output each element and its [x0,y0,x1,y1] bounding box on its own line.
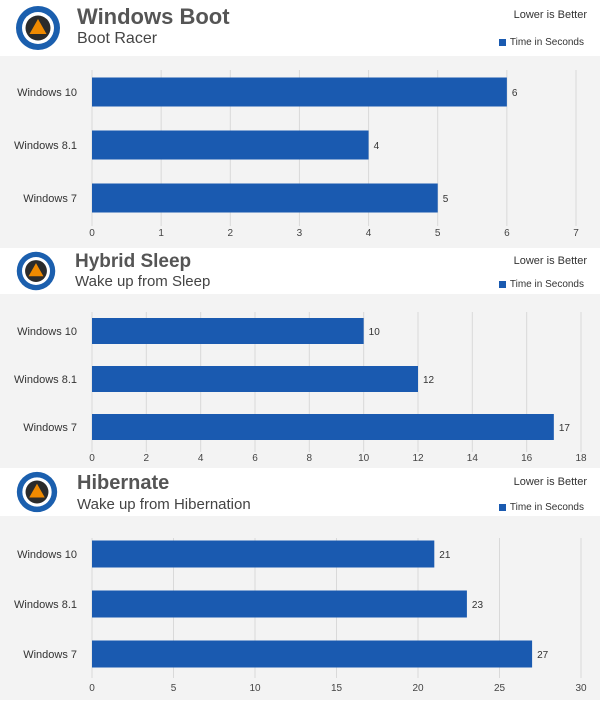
bar [92,130,369,160]
bar-chart: 0 2 4 6 8 10 12 14 16 18 Windows 10 10 Windows 8.1 12… [14,312,587,464]
chart-title: Hybrid Sleep [75,251,192,272]
bar [92,590,467,618]
chart-panel-hibernate: Hibernate Wake up from Hibernation Lower… [0,468,600,700]
x-tick-label: 0 [89,228,95,239]
x-tick-label: 12 [412,453,424,464]
x-tick-label: 5 [171,683,177,694]
bar [92,640,533,668]
plot-area: 0 2 4 6 8 10 12 14 16 18 Windows 10 10 Windows 8.1 12… [0,294,600,468]
data-label: 21 [439,550,451,561]
x-tick-label: 30 [575,683,587,694]
chart-subtitle: Wake up from Hibernation [77,496,251,513]
x-tick-label: 8 [307,453,313,464]
bar [92,318,364,344]
chart-header: Windows Boot Boot Racer Lower is Better … [0,0,600,56]
data-label: 5 [443,194,449,205]
bar [92,540,435,568]
x-tick-label: 6 [504,228,510,239]
category-label: Windows 10 [17,326,77,338]
x-tick-label: 16 [521,453,533,464]
x-tick-label: 7 [573,228,579,239]
x-tick-label: 4 [198,453,204,464]
bar [92,183,438,213]
x-tick-label: 10 [249,683,261,694]
data-label: 17 [559,423,571,434]
data-label: 23 [472,600,484,611]
data-label: 4 [374,141,380,152]
lower-is-better-note: Lower is Better [513,476,587,488]
x-tick-label: 1 [158,228,164,239]
chart-title: Windows Boot [77,4,230,29]
legend-swatch [498,504,506,511]
category-label: Windows 10 [17,549,77,561]
legend-swatch [498,281,506,288]
plot-area: 0 5 10 15 20 25 30 Windows 10 21 Windows 8.1 23 Win… [0,516,600,700]
category-label: Windows 8.1 [14,374,77,386]
chart-header: Hybrid Sleep Wake up from Sleep Lower is… [0,248,600,294]
logo-icon [16,6,60,50]
category-label: Windows 10 [17,87,77,99]
bar-chart: 0 5 10 15 20 25 30 Windows 10 21 Windows 8.1 23 Win… [14,538,587,694]
chart-legend: Time in Seconds [498,37,584,48]
x-tick-label: 15 [331,683,343,694]
bar-chart: 0 1 2 3 4 5 6 7 Windows 10 6 Windows 8.1 4 Windows 7… [14,70,579,239]
chart-header: Hibernate Wake up from Hibernation Lower… [0,468,600,516]
x-tick-label: 2 [144,453,150,464]
legend-swatch [498,39,506,46]
legend-label: Time in Seconds [509,502,584,513]
chart-panel-hybrid-sleep: Hybrid Sleep Wake up from Sleep Lower is… [0,248,600,468]
bar [92,414,554,440]
x-tick-label: 3 [297,228,303,239]
logo-icon [16,471,58,513]
data-label: 6 [512,88,518,99]
data-label: 27 [537,650,549,661]
category-label: Windows 8.1 [14,599,77,611]
bar [92,366,418,392]
chart-panel-windows-boot: Windows Boot Boot Racer Lower is Better … [0,0,600,248]
x-tick-label: 5 [435,228,441,239]
x-tick-label: 18 [575,453,587,464]
x-tick-label: 0 [89,453,95,464]
x-tick-label: 10 [358,453,370,464]
chart-subtitle: Boot Racer [77,30,158,47]
chart-title: Hibernate [77,472,170,494]
category-label: Windows 7 [23,649,77,661]
data-label: 10 [369,327,381,338]
x-tick-label: 25 [494,683,506,694]
plot-area: 0 1 2 3 4 5 6 7 Windows 10 6 Windows 8.1 4 Windows 7… [0,56,600,248]
logo-icon [16,251,56,291]
legend-label: Time in Seconds [509,279,584,290]
x-tick-label: 14 [467,453,479,464]
chart-legend: Time in Seconds [498,502,584,513]
lower-is-better-note: Lower is Better [513,9,587,21]
x-tick-label: 0 [89,683,95,694]
category-label: Windows 8.1 [14,140,77,152]
chart-subtitle: Wake up from Sleep [75,273,211,290]
x-tick-label: 4 [366,228,372,239]
lower-is-better-note: Lower is Better [513,255,587,267]
category-label: Windows 7 [23,422,77,434]
chart-legend: Time in Seconds [498,279,584,290]
data-label: 12 [423,375,435,386]
legend-label: Time in Seconds [509,37,584,48]
bar [92,77,507,107]
x-tick-label: 6 [252,453,258,464]
x-tick-label: 20 [412,683,424,694]
category-label: Windows 7 [23,193,77,205]
x-tick-label: 2 [228,228,234,239]
